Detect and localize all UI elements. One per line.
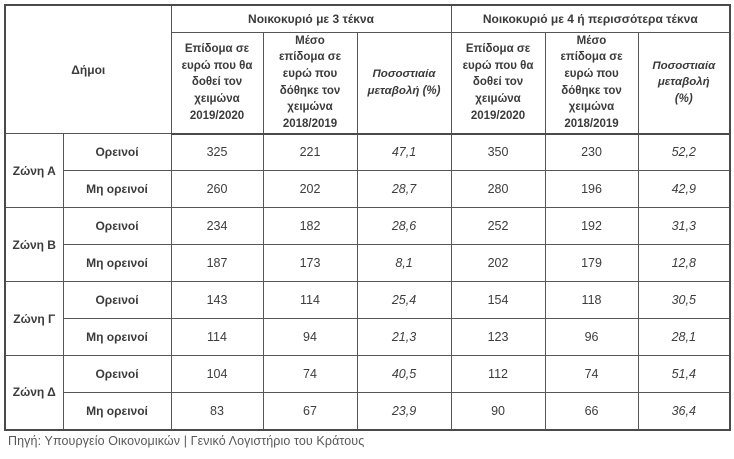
cell-pct-value: 51,4 — [637, 355, 731, 394]
cell-pct-value: 25,4 — [356, 281, 452, 320]
cell-value: 112 — [450, 355, 546, 394]
col-header-4ch-2018-2019: Μέσο επίδομα σε ευρώ που δόθηκε τον χειμ… — [544, 31, 639, 135]
zone-a-label: Ζώνη Α — [4, 133, 64, 209]
row-label-mountain: Ορεινοί — [62, 281, 172, 320]
row-label-non-mountain: Μη ορεινοί — [62, 244, 172, 283]
cell-value: 143 — [170, 281, 264, 320]
table-row: Μη ορεινοί 83 67 23,9 90 66 36,4 — [5, 392, 731, 431]
col-header-3ch-2019-2020: Επίδομα σε ευρώ που θα δοθεί τον χειμώνα… — [170, 31, 264, 135]
col-header-3ch-pct-change: Ποσοστιαία μεταβολή (%) — [356, 31, 452, 135]
table-row: Ζώνη Δ Ορεινοί 104 74 40,5 112 74 51,4 — [4, 355, 731, 431]
cell-value: 104 — [170, 355, 264, 394]
cell-value: 182 — [262, 207, 358, 246]
zone-d-label: Ζώνη Δ — [4, 355, 64, 431]
cell-value: 74 — [262, 355, 358, 394]
cell-value: 252 — [450, 207, 546, 246]
row-label-non-mountain: Μη ορεινοί — [62, 392, 172, 431]
cell-value: 114 — [170, 318, 264, 357]
cell-pct-value: 28,6 — [356, 207, 452, 246]
cell-pct-value: 52,2 — [637, 133, 731, 172]
cell-pct-value: 8,1 — [356, 244, 452, 283]
cell-value: 114 — [262, 281, 358, 320]
table-row: Μη ορεινοί 114 94 21,3 123 96 28,1 — [5, 318, 731, 357]
row-label-non-mountain: Μη ορεινοί — [62, 318, 172, 357]
col-header-4ch-pct-change: Ποσοστιαία μεταβολή (%) — [637, 31, 731, 135]
cell-value: 154 — [450, 281, 546, 320]
cell-pct-value: 42,9 — [637, 170, 731, 209]
table-container: Δήμοι Νοικοκυριό με 3 τέκνα Νοικοκυριό μ… — [4, 4, 732, 431]
row-label-mountain: Ορεινοί — [62, 355, 172, 394]
cell-value: 230 — [544, 133, 639, 172]
group-header-row: Δήμοι Νοικοκυριό με 3 τέκνα Νοικοκυριό μ… — [4, 4, 731, 135]
cell-value: 118 — [544, 281, 639, 320]
zone-b-label: Ζώνη Β — [4, 207, 64, 283]
cell-pct-value: 47,1 — [356, 133, 452, 172]
cell-value: 90 — [450, 392, 546, 431]
cell-value: 202 — [450, 244, 546, 283]
cell-value: 221 — [262, 133, 358, 172]
cell-pct-value: 40,5 — [356, 355, 452, 394]
cell-value: 202 — [262, 170, 358, 209]
heating-allowance-table: Δήμοι Νοικοκυριό με 3 τέκνα Νοικοκυριό μ… — [4, 4, 732, 431]
cell-pct-value: 36,4 — [637, 392, 731, 431]
cell-value: 123 — [450, 318, 546, 357]
zone-c-label: Ζώνη Γ — [4, 281, 64, 357]
cell-value: 280 — [450, 170, 546, 209]
table-row: Ζώνη Γ Ορεινοί 143 114 25,4 154 118 30,5 — [4, 281, 731, 357]
table-row: Ζώνη Α Ορεινοί 325 221 47,1 350 230 52,2 — [4, 133, 731, 209]
cell-value: 173 — [262, 244, 358, 283]
cell-value: 192 — [544, 207, 639, 246]
row-label-mountain: Ορεινοί — [62, 133, 172, 172]
cell-value: 83 — [170, 392, 264, 431]
cell-value: 350 — [450, 133, 546, 172]
group-header-4plus-children: Νοικοκυριό με 4 ή περισσότερα τέκνα — [450, 4, 731, 33]
cell-pct-value: 28,1 — [637, 318, 731, 357]
cell-value: 67 — [262, 392, 358, 431]
cell-value: 234 — [170, 207, 264, 246]
cell-value: 74 — [544, 355, 639, 394]
table-row: Μη ορεινοί 187 173 8,1 202 179 12,8 — [5, 244, 731, 283]
sub-header-row: Επίδομα σε ευρώ που θα δοθεί τον χειμώνα… — [5, 31, 731, 135]
cell-value: 66 — [544, 392, 639, 431]
table-row: Μη ορεινοί 260 202 28,7 280 196 42,9 — [5, 170, 731, 209]
cell-pct-value: 12,8 — [637, 244, 731, 283]
municipalities-header: Δήμοι — [4, 4, 172, 135]
cell-value: 179 — [544, 244, 639, 283]
group-header-3-children: Νοικοκυριό με 3 τέκνα — [170, 4, 452, 33]
cell-value: 96 — [544, 318, 639, 357]
cell-value: 187 — [170, 244, 264, 283]
source-note: Πηγή: Υπουργείο Οικονομικών | Γενικό Λογ… — [8, 434, 365, 448]
table-row: Ζώνη Β Ορεινοί 234 182 28,6 252 192 31,3 — [4, 207, 731, 283]
cell-value: 196 — [544, 170, 639, 209]
cell-pct-value: 23,9 — [356, 392, 452, 431]
cell-value: 94 — [262, 318, 358, 357]
cell-pct-value: 31,3 — [637, 207, 731, 246]
cell-pct-value: 28,7 — [356, 170, 452, 209]
row-label-mountain: Ορεινοί — [62, 207, 172, 246]
row-label-non-mountain: Μη ορεινοί — [62, 170, 172, 209]
cell-pct-value: 30,5 — [637, 281, 731, 320]
cell-pct-value: 21,3 — [356, 318, 452, 357]
col-header-3ch-2018-2019: Μέσο επίδομα σε ευρώ που δόθηκε τον χειμ… — [262, 31, 358, 135]
cell-value: 260 — [170, 170, 264, 209]
cell-value: 325 — [170, 133, 264, 172]
col-header-4ch-2019-2020: Επίδομα σε ευρώ που θα δοθεί τον χειμώνα… — [450, 31, 546, 135]
